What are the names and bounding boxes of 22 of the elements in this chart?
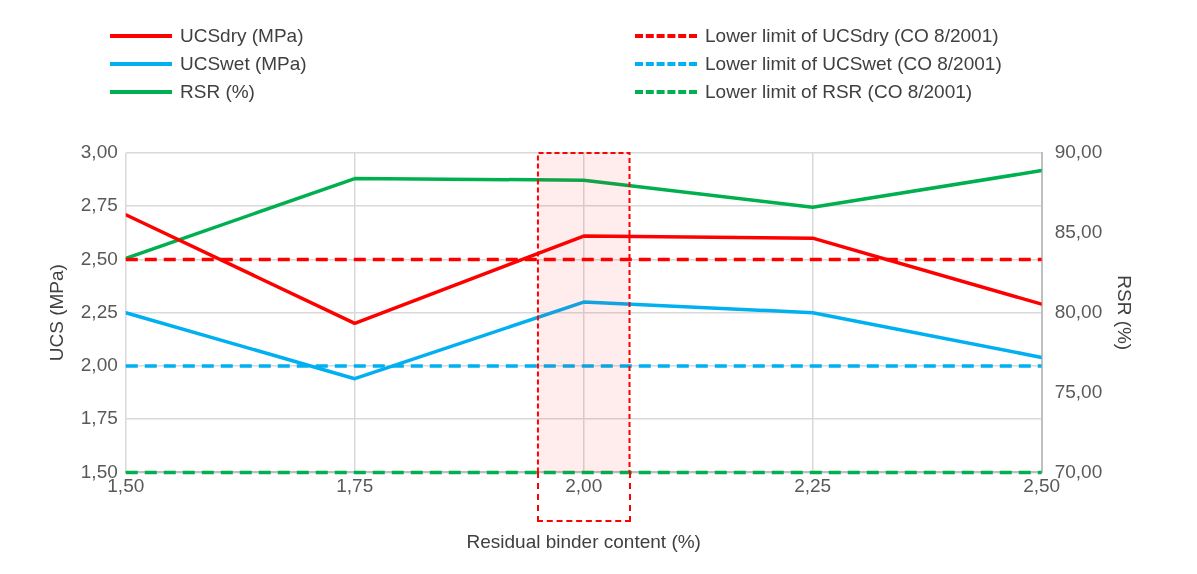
y2-axis-title: RSR (%)	[1114, 275, 1136, 351]
y2-tick-label: 85,00	[1054, 221, 1103, 243]
y2-tick-label: 90,00	[1054, 141, 1103, 163]
legend-label: Lower limit of UCSwet (CO 8/2001)	[705, 53, 1002, 75]
legend-label: Lower limit of UCSdry (CO 8/2001)	[705, 25, 999, 47]
y-tick-label: 2,25	[80, 300, 118, 322]
legend-label: UCSwet (MPa)	[180, 53, 307, 75]
y-axis-title: UCS (MPa)	[45, 264, 67, 362]
legend-label: Lower limit of RSR (CO 8/2001)	[705, 81, 973, 103]
y-tick-label: 3,00	[80, 141, 118, 163]
x-tick-label: 1,75	[336, 475, 374, 497]
legend-label: UCSdry (MPa)	[180, 25, 304, 47]
y-tick-label: 2,75	[80, 194, 118, 216]
y-tick-label: 1,75	[80, 407, 118, 429]
x-tick-label: 2,00	[565, 475, 603, 497]
x-axis-title: Residual binder content (%)	[466, 530, 701, 552]
x-tick-label: 2,25	[794, 475, 832, 497]
y-tick-label: 2,50	[80, 247, 118, 269]
legend-label: RSR (%)	[180, 81, 255, 103]
y-tick-label: 2,00	[80, 354, 118, 376]
y2-tick-label: 75,00	[1054, 380, 1103, 402]
y2-tick-label: 80,00	[1054, 300, 1103, 322]
